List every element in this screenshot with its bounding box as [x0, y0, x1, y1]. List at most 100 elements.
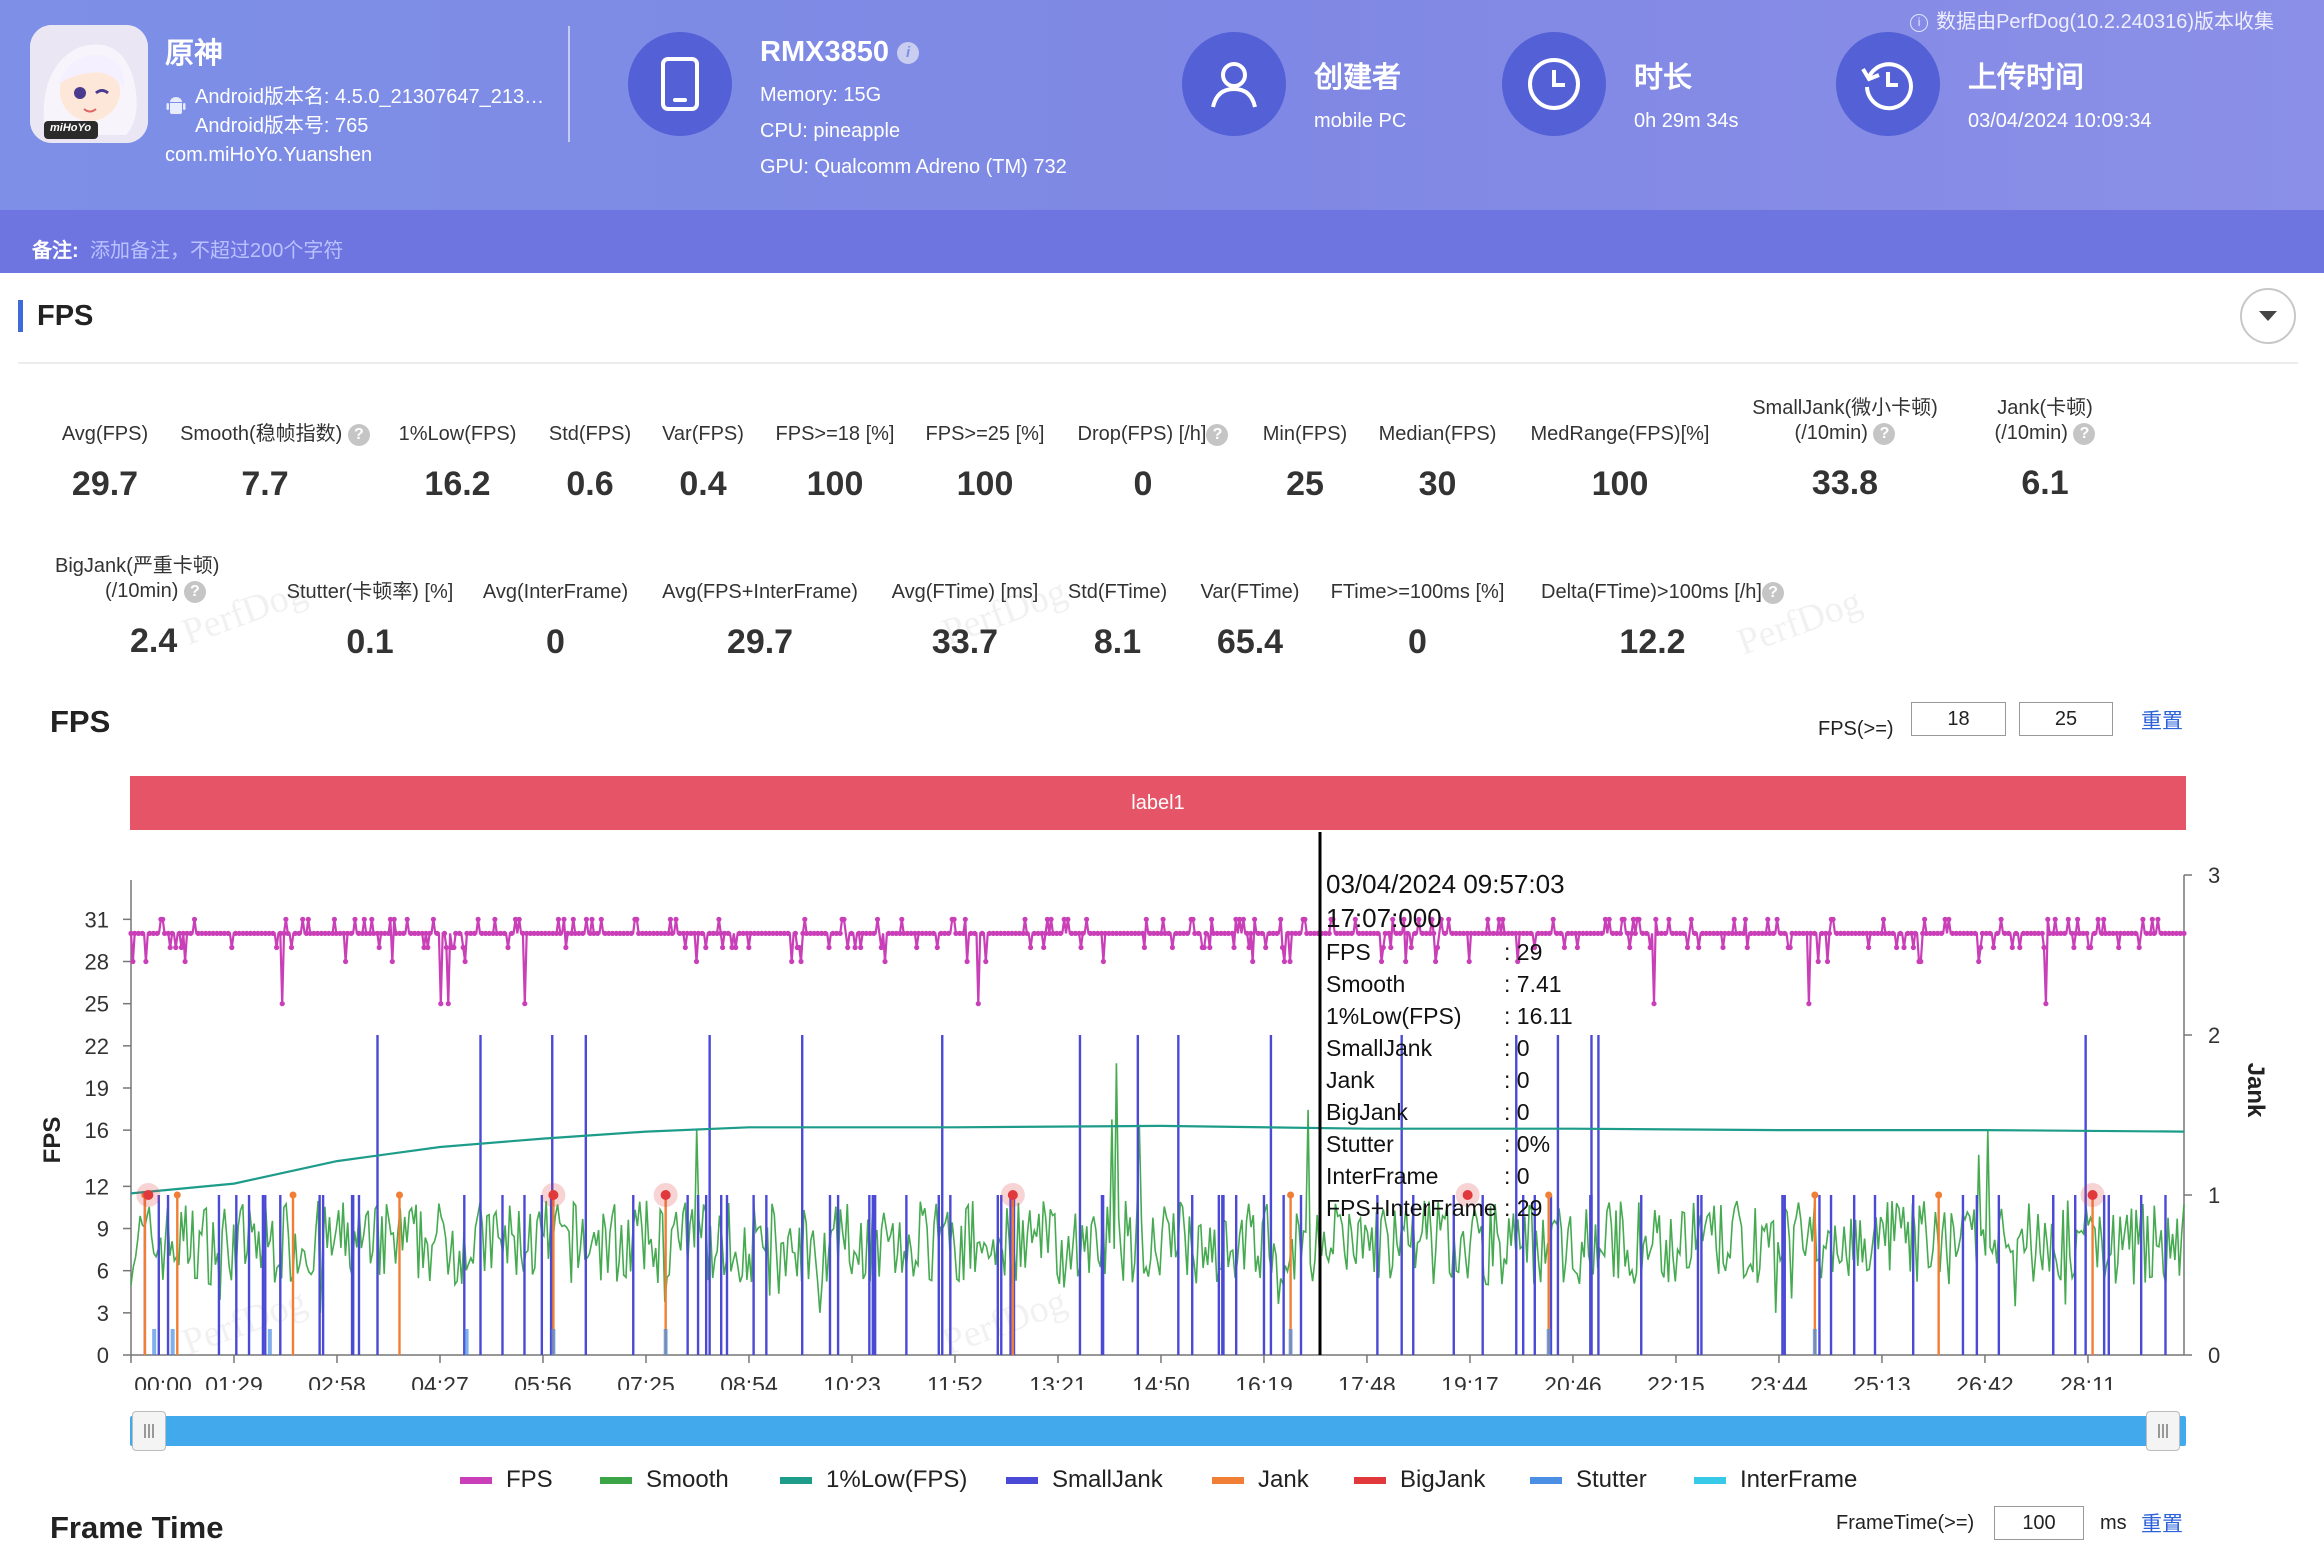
fps-point	[699, 930, 705, 936]
fps-point	[1022, 916, 1028, 922]
legend-item-interframe[interactable]: InterFrame	[1694, 1466, 1857, 1494]
fps-point	[1158, 930, 1164, 936]
fps-point	[863, 930, 869, 936]
fps-point	[1326, 930, 1332, 936]
report-header: miHoYo 原神 Android版本名: 4.5.0_21307647_213…	[0, 0, 2324, 273]
fps-point	[748, 930, 754, 936]
fps-point	[1302, 916, 1308, 922]
fps-point	[169, 930, 175, 936]
info-icon[interactable]: i	[897, 42, 920, 65]
jank-point	[1811, 1191, 1819, 1199]
help-icon[interactable]: ?	[2073, 422, 2096, 445]
fps-point	[443, 944, 449, 951]
fps-point	[998, 930, 1004, 936]
frame-time-reset-button[interactable]: 重置	[2141, 1513, 2183, 1536]
fps-point	[162, 930, 168, 936]
fps-point	[580, 930, 586, 936]
legend-item-jank[interactable]: Jank	[1212, 1466, 1309, 1494]
fps-point	[292, 930, 298, 936]
x-tick-label: 22:15	[1647, 1372, 1705, 1390]
fps-point	[934, 944, 940, 951]
fps-point	[135, 930, 142, 936]
fps-point	[1517, 930, 1523, 936]
frame-time-threshold-input[interactable]: 100	[1994, 1506, 2084, 1540]
fps-point	[703, 944, 709, 951]
fps-point	[1263, 944, 1269, 951]
legend-item-1-low-fps[interactable]: 1%Low(FPS)	[780, 1466, 967, 1494]
legend-item-fps[interactable]: FPS	[460, 1466, 553, 1494]
fps-point	[318, 930, 324, 936]
fps-point	[1595, 930, 1601, 936]
fps-point	[1824, 958, 1831, 965]
time-range-slider[interactable]	[130, 1416, 2186, 1446]
fps-point	[1629, 930, 1635, 936]
fps-point	[1307, 930, 1314, 936]
series-bigjank	[136, 1183, 2105, 1207]
fps-point	[800, 930, 806, 936]
legend-swatch	[1212, 1476, 1244, 1484]
fps-point	[802, 916, 808, 922]
fps-point	[421, 944, 427, 951]
fps-point	[1393, 930, 1399, 936]
help-icon[interactable]: ?	[347, 423, 370, 446]
tooltip-key: SmallJank	[1326, 1035, 1433, 1061]
fps-point	[1524, 930, 1530, 936]
fps-point	[1539, 930, 1545, 936]
legend-item-smalljank[interactable]: SmallJank	[1006, 1466, 1163, 1494]
fps-point	[693, 958, 700, 965]
fps-reset-button[interactable]: 重置	[2141, 710, 2183, 733]
fps-point	[244, 930, 250, 936]
fps-point	[860, 930, 866, 936]
fps-point	[425, 944, 431, 951]
fps-point	[1584, 930, 1590, 936]
y-tick-label: 12	[85, 1174, 109, 1199]
legend-item-smooth[interactable]: Smooth	[600, 1466, 729, 1494]
frame-time-threshold-label: FrameTime(>=)	[1836, 1512, 1975, 1534]
help-icon[interactable]: ?	[1762, 581, 1784, 604]
fps-point	[1770, 930, 1776, 936]
fps-point	[591, 930, 597, 936]
android-version-name: Android版本名: 4.5.0_21307647_213…	[195, 86, 545, 108]
fps-point	[570, 916, 576, 922]
fps-point	[789, 958, 795, 965]
fps-point	[1696, 944, 1702, 951]
slider-handle-right[interactable]	[2146, 1411, 2180, 1451]
fps-threshold-low-input[interactable]: 18	[1911, 702, 2006, 736]
fps-point	[1886, 930, 1892, 936]
legend-item-bigjank[interactable]: BigJank	[1354, 1466, 1485, 1494]
legend-swatch	[780, 1476, 812, 1484]
fps-point	[352, 916, 358, 922]
fps-point	[972, 930, 978, 936]
legend-item-stutter[interactable]: Stutter	[1530, 1466, 1647, 1494]
fps-point	[602, 930, 608, 936]
help-icon[interactable]: ?	[1206, 423, 1229, 446]
x-tick-label: 05:56	[514, 1372, 572, 1390]
device-icon	[628, 32, 732, 136]
fps-point	[684, 930, 690, 936]
fps-point	[359, 930, 365, 936]
fps-point	[1416, 916, 1422, 922]
fps-point	[1100, 958, 1106, 965]
label-band[interactable]: label1	[130, 776, 2186, 830]
help-icon[interactable]: ?	[183, 580, 206, 603]
fps-point	[576, 930, 582, 936]
metric-avg-interframe: Avg(InterFrame) 0	[482, 581, 629, 661]
x-tick-label: 08:54	[720, 1372, 778, 1390]
fps-point	[2170, 930, 2176, 936]
slider-handle-left[interactable]	[132, 1411, 166, 1451]
stutter-mark	[1288, 1329, 1293, 1355]
tooltip-key: Jank	[1326, 1067, 1375, 1093]
fps-threshold-high-input[interactable]: 25	[2019, 702, 2113, 736]
fps-point	[1438, 916, 1444, 922]
fps-point	[1457, 930, 1463, 936]
note-input[interactable]: 添加备注，不超过200个字符	[90, 240, 344, 262]
y2-tick-label: 2	[2208, 1023, 2220, 1048]
collapse-button[interactable]	[2240, 288, 2296, 344]
fps-point	[475, 916, 481, 922]
fps-point	[822, 930, 828, 936]
help-icon[interactable]: ?	[1873, 422, 1896, 445]
fps-point	[1380, 944, 1386, 951]
fps-point	[1113, 930, 1119, 936]
fps-point	[1475, 930, 1482, 936]
